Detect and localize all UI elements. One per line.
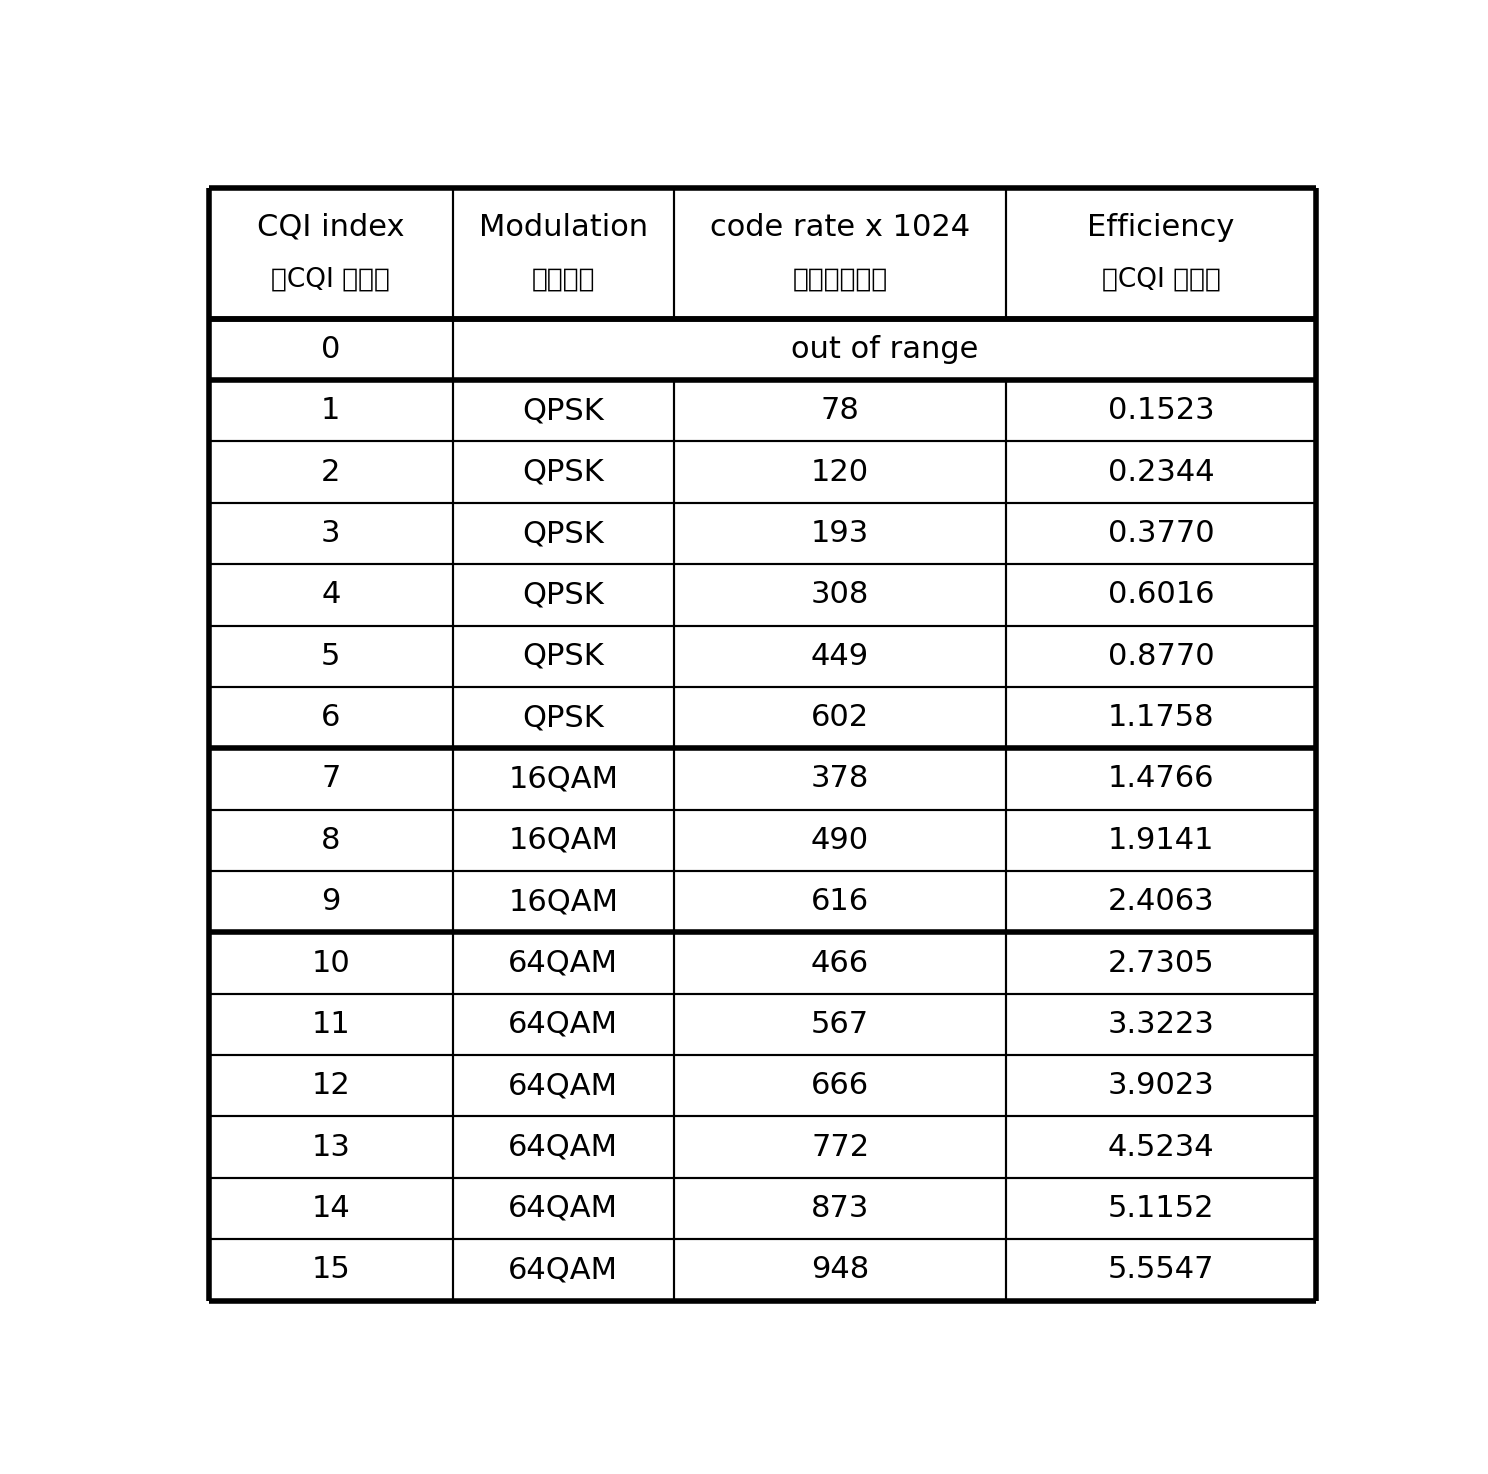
Text: 378: 378 [811,765,869,793]
Text: 3.9023: 3.9023 [1107,1072,1214,1100]
Text: 5.5547: 5.5547 [1109,1256,1214,1284]
Text: 4.5234: 4.5234 [1109,1132,1214,1162]
Text: 64QAM: 64QAM [509,1194,619,1223]
Text: 0.2344: 0.2344 [1109,457,1214,486]
Text: 2.7305: 2.7305 [1109,949,1214,977]
Text: 9: 9 [321,887,341,917]
Text: 0.1523: 0.1523 [1109,397,1214,426]
Text: 8: 8 [321,825,341,855]
Text: CQI index: CQI index [257,212,405,242]
Text: 5.1152: 5.1152 [1109,1194,1214,1223]
Text: 7: 7 [321,765,341,793]
Text: 4: 4 [321,581,341,609]
Text: 772: 772 [811,1132,869,1162]
Text: 64QAM: 64QAM [509,1132,619,1162]
Text: 1: 1 [321,397,341,426]
Text: 3: 3 [321,519,341,548]
Text: out of range: out of range [790,335,978,364]
Text: 10: 10 [311,949,350,977]
Text: QPSK: QPSK [522,581,604,609]
Text: （CQI 效率）: （CQI 效率） [1101,267,1220,293]
Text: （编码速率）: （编码速率） [793,267,888,293]
Text: 602: 602 [811,703,869,733]
Text: code rate x 1024: code rate x 1024 [710,212,970,242]
Text: QPSK: QPSK [522,397,604,426]
Text: 11: 11 [311,1010,350,1039]
Text: 15: 15 [311,1256,350,1284]
Text: 16QAM: 16QAM [509,887,619,917]
Text: （调制）: （调制） [531,267,595,293]
Text: QPSK: QPSK [522,641,604,671]
Text: QPSK: QPSK [522,703,604,733]
Text: 873: 873 [811,1194,869,1223]
Text: 3.3223: 3.3223 [1107,1010,1214,1039]
Text: 120: 120 [811,457,869,486]
Text: 0.8770: 0.8770 [1109,641,1214,671]
Text: 1.1758: 1.1758 [1109,703,1214,733]
Text: （CQI 索引）: （CQI 索引） [271,267,390,293]
Text: 666: 666 [811,1072,869,1100]
Text: 193: 193 [811,519,869,548]
Text: 6: 6 [321,703,341,733]
Text: 14: 14 [311,1194,350,1223]
Text: 308: 308 [811,581,869,609]
Text: 0.3770: 0.3770 [1109,519,1214,548]
Text: 2.4063: 2.4063 [1109,887,1214,917]
Text: 0.6016: 0.6016 [1109,581,1214,609]
Text: 12: 12 [311,1072,350,1100]
Text: 490: 490 [811,825,869,855]
Text: 64QAM: 64QAM [509,1010,619,1039]
Text: 64QAM: 64QAM [509,1072,619,1100]
Text: 948: 948 [811,1256,869,1284]
Text: Modulation: Modulation [479,212,647,242]
Text: 616: 616 [811,887,869,917]
Text: 567: 567 [811,1010,869,1039]
Text: 64QAM: 64QAM [509,1256,619,1284]
Text: Efficiency: Efficiency [1088,212,1235,242]
Text: 78: 78 [821,397,860,426]
Text: 466: 466 [811,949,869,977]
Text: 64QAM: 64QAM [509,949,619,977]
Text: 13: 13 [311,1132,350,1162]
Text: QPSK: QPSK [522,457,604,486]
Text: 5: 5 [321,641,341,671]
Text: 1.4766: 1.4766 [1109,765,1214,793]
Text: 1.9141: 1.9141 [1109,825,1214,855]
Text: 449: 449 [811,641,869,671]
Text: 2: 2 [321,457,341,486]
Text: 16QAM: 16QAM [509,765,619,793]
Text: QPSK: QPSK [522,519,604,548]
Text: 16QAM: 16QAM [509,825,619,855]
Text: 0: 0 [321,335,341,364]
